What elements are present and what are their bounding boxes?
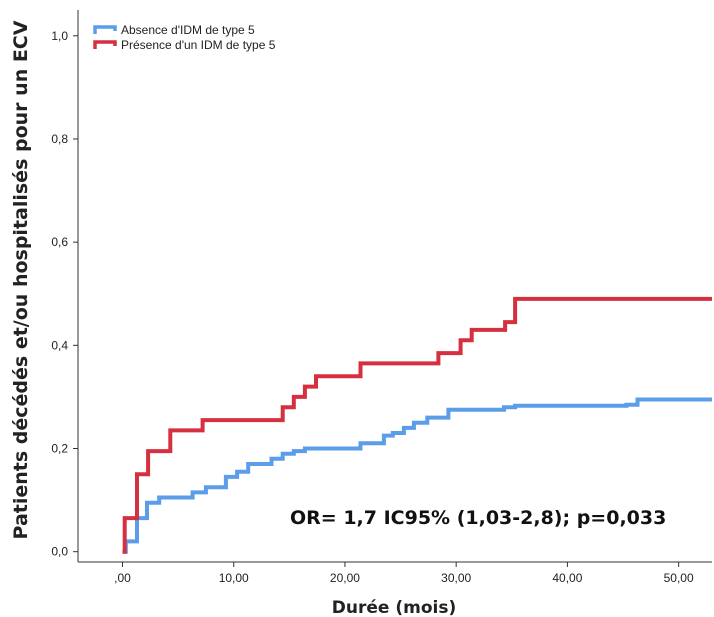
x-tick-label: 20,00 [330,571,360,585]
y-tick-label: 0,8 [51,132,68,146]
y-tick-label: 0,4 [51,338,68,352]
x-axis-title: Durée (mois) [332,598,456,617]
y-tick-label: 0,2 [51,442,68,456]
y-tick-label: 0,6 [51,235,68,249]
legend-label: Présence d'un IDM de type 5 [121,38,276,52]
y-tick-label: 1,0 [51,29,68,43]
series-group [122,296,712,554]
x-tick-label: 50,00 [664,571,694,585]
annotation-text: OR= 1,7 IC95% (1,03-2,8); p=0,033 [290,507,666,529]
axes: 0,0 0,2 0,4 0,6 0,8 1,0 ,00 10,00 20,00 30,00 40,0… [51,10,712,585]
y-axis-title: Patients décédés et/ou hospitalisés pour… [10,20,32,539]
x-tick-label: 30,00 [441,571,471,585]
series-line-1 [122,397,712,554]
x-tick-label: 10,00 [219,571,249,585]
x-tick-label: 40,00 [552,571,582,585]
legend-label: Absence d'IDM de type 5 [121,23,255,37]
series-line-2 [122,296,712,554]
legend-swatch [93,25,117,34]
y-tick-label: 0,0 [51,545,68,559]
legend-swatch [93,40,117,49]
x-tick-label: ,00 [114,571,131,585]
